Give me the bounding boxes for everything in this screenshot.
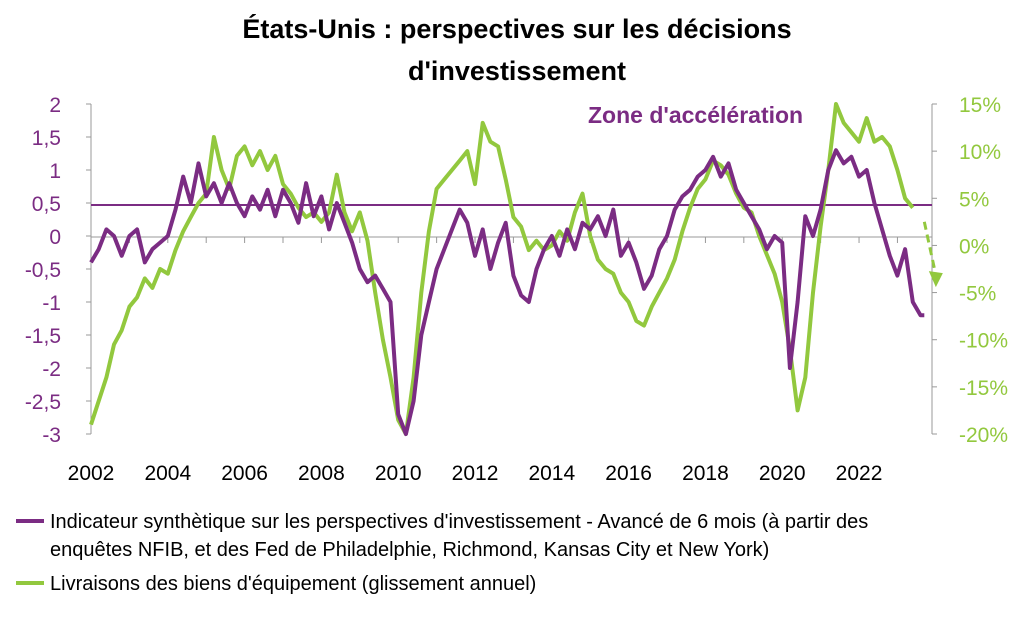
right-tick-label: 10% bbox=[959, 141, 1001, 164]
left-tick-label: -2,5 bbox=[25, 391, 61, 414]
right-axis: 15% 10% 5% 0% -5% -10% -15% -20% bbox=[931, 94, 1008, 447]
left-tick-label: -2 bbox=[42, 358, 61, 381]
left-tick-label: -3 bbox=[42, 424, 61, 447]
x-axis: 2002 2004 2006 2008 2010 2012 2014 2016 2018 2020… bbox=[68, 236, 932, 485]
x-tick-label: 2004 bbox=[144, 462, 191, 485]
left-tick-label: -1,5 bbox=[25, 325, 61, 348]
legend-label-indicator-line1: Indicateur synthètique sur les perspecti… bbox=[50, 511, 868, 533]
x-tick-label: 2016 bbox=[605, 462, 652, 485]
series-line-shipments bbox=[89, 102, 915, 436]
left-tick-label: 0,5 bbox=[32, 193, 61, 216]
series-line-indicator bbox=[89, 148, 925, 436]
x-tick-label: 2002 bbox=[68, 462, 115, 485]
legend-label-indicator-line2: enquêtes NFIB, et des Fed de Philadelphi… bbox=[50, 539, 769, 561]
right-tick-label: -10% bbox=[959, 330, 1008, 353]
x-tick-label: 2008 bbox=[298, 462, 345, 485]
legend: Indicateur synthètique sur les perspecti… bbox=[16, 511, 868, 595]
chart-title-line1: États-Unis : perspectives sur les décisi… bbox=[242, 13, 791, 44]
left-tick-label: 0 bbox=[49, 226, 61, 249]
left-tick-label: -0,5 bbox=[25, 259, 61, 282]
right-tick-label: -5% bbox=[959, 283, 996, 306]
annotation-zone-acceleration: Zone d'accélération bbox=[588, 102, 803, 128]
left-tick-label: 1 bbox=[49, 160, 61, 183]
right-tick-label: 0% bbox=[959, 235, 989, 258]
x-tick-label: 2020 bbox=[759, 462, 806, 485]
x-tick-label: 2010 bbox=[375, 462, 422, 485]
x-tick-label: 2012 bbox=[452, 462, 499, 485]
x-tick-label: 2018 bbox=[682, 462, 729, 485]
x-tick-label: 2006 bbox=[221, 462, 268, 485]
right-tick-label: -20% bbox=[959, 424, 1008, 447]
left-tick-label: 2 bbox=[49, 94, 61, 117]
right-tick-label: -15% bbox=[959, 377, 1008, 400]
chart-title-line2: d'investissement bbox=[408, 56, 626, 86]
series-layer bbox=[89, 102, 943, 436]
left-axis: 2 1,5 1 0,5 0 -0,5 -1 -1,5 -2 -2,5 -3 bbox=[25, 94, 92, 447]
left-tick-label: -1 bbox=[42, 292, 61, 315]
right-tick-label: 5% bbox=[959, 188, 989, 211]
projection-arrow-line bbox=[922, 221, 938, 276]
projection-arrow-head bbox=[928, 271, 943, 288]
left-tick-label: 1,5 bbox=[32, 127, 61, 150]
legend-label-shipments: Livraisons des biens d'équipement (gliss… bbox=[50, 573, 536, 595]
x-tick-label: 2014 bbox=[528, 462, 575, 485]
right-tick-label: 15% bbox=[959, 94, 1001, 117]
x-tick-label: 2022 bbox=[836, 462, 883, 485]
